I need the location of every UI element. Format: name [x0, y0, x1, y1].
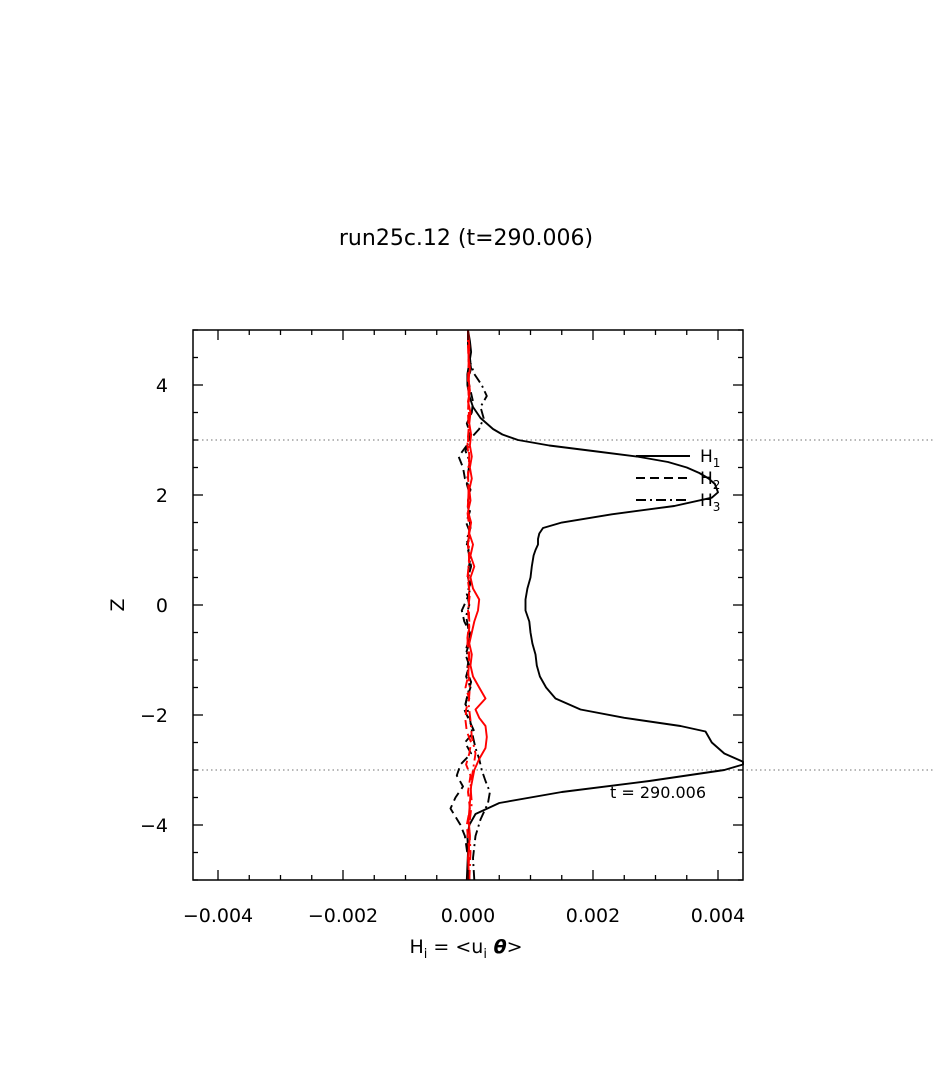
x-tick-labels: −0.004 −0.002 0.000 0.002 0.004 [183, 905, 745, 927]
y-axis-label: Z [107, 598, 129, 611]
x-tick-label: −0.004 [183, 905, 253, 927]
x-tick-label: 0.002 [566, 905, 620, 927]
series-line-6 [466, 330, 477, 881]
x-tick-label: 0.000 [441, 905, 495, 927]
time-annotation: t = 290.006 [610, 783, 706, 802]
reference-lines [193, 439, 935, 771]
y-tick-label: −2 [140, 705, 168, 727]
axis-ticks [193, 329, 743, 881]
legend-label: H3 [700, 491, 720, 514]
chart-title: run25c.12 (t=290.006) [339, 226, 593, 251]
legend-label: H2 [700, 469, 720, 492]
legend-label: H1 [700, 447, 720, 470]
y-tick-label: −4 [140, 815, 168, 837]
x-tick-label: −0.002 [308, 905, 378, 927]
y-tick-label: 2 [156, 485, 168, 507]
x-axis-label: Hi = <ui θ> [409, 936, 522, 962]
y-tick-label: 0 [156, 595, 168, 617]
series-layer [449, 329, 744, 881]
y-tick-label: 4 [156, 375, 168, 397]
x-tick-label: 0.004 [691, 905, 745, 927]
y-tick-labels: −4 −2 0 2 4 [140, 375, 168, 837]
